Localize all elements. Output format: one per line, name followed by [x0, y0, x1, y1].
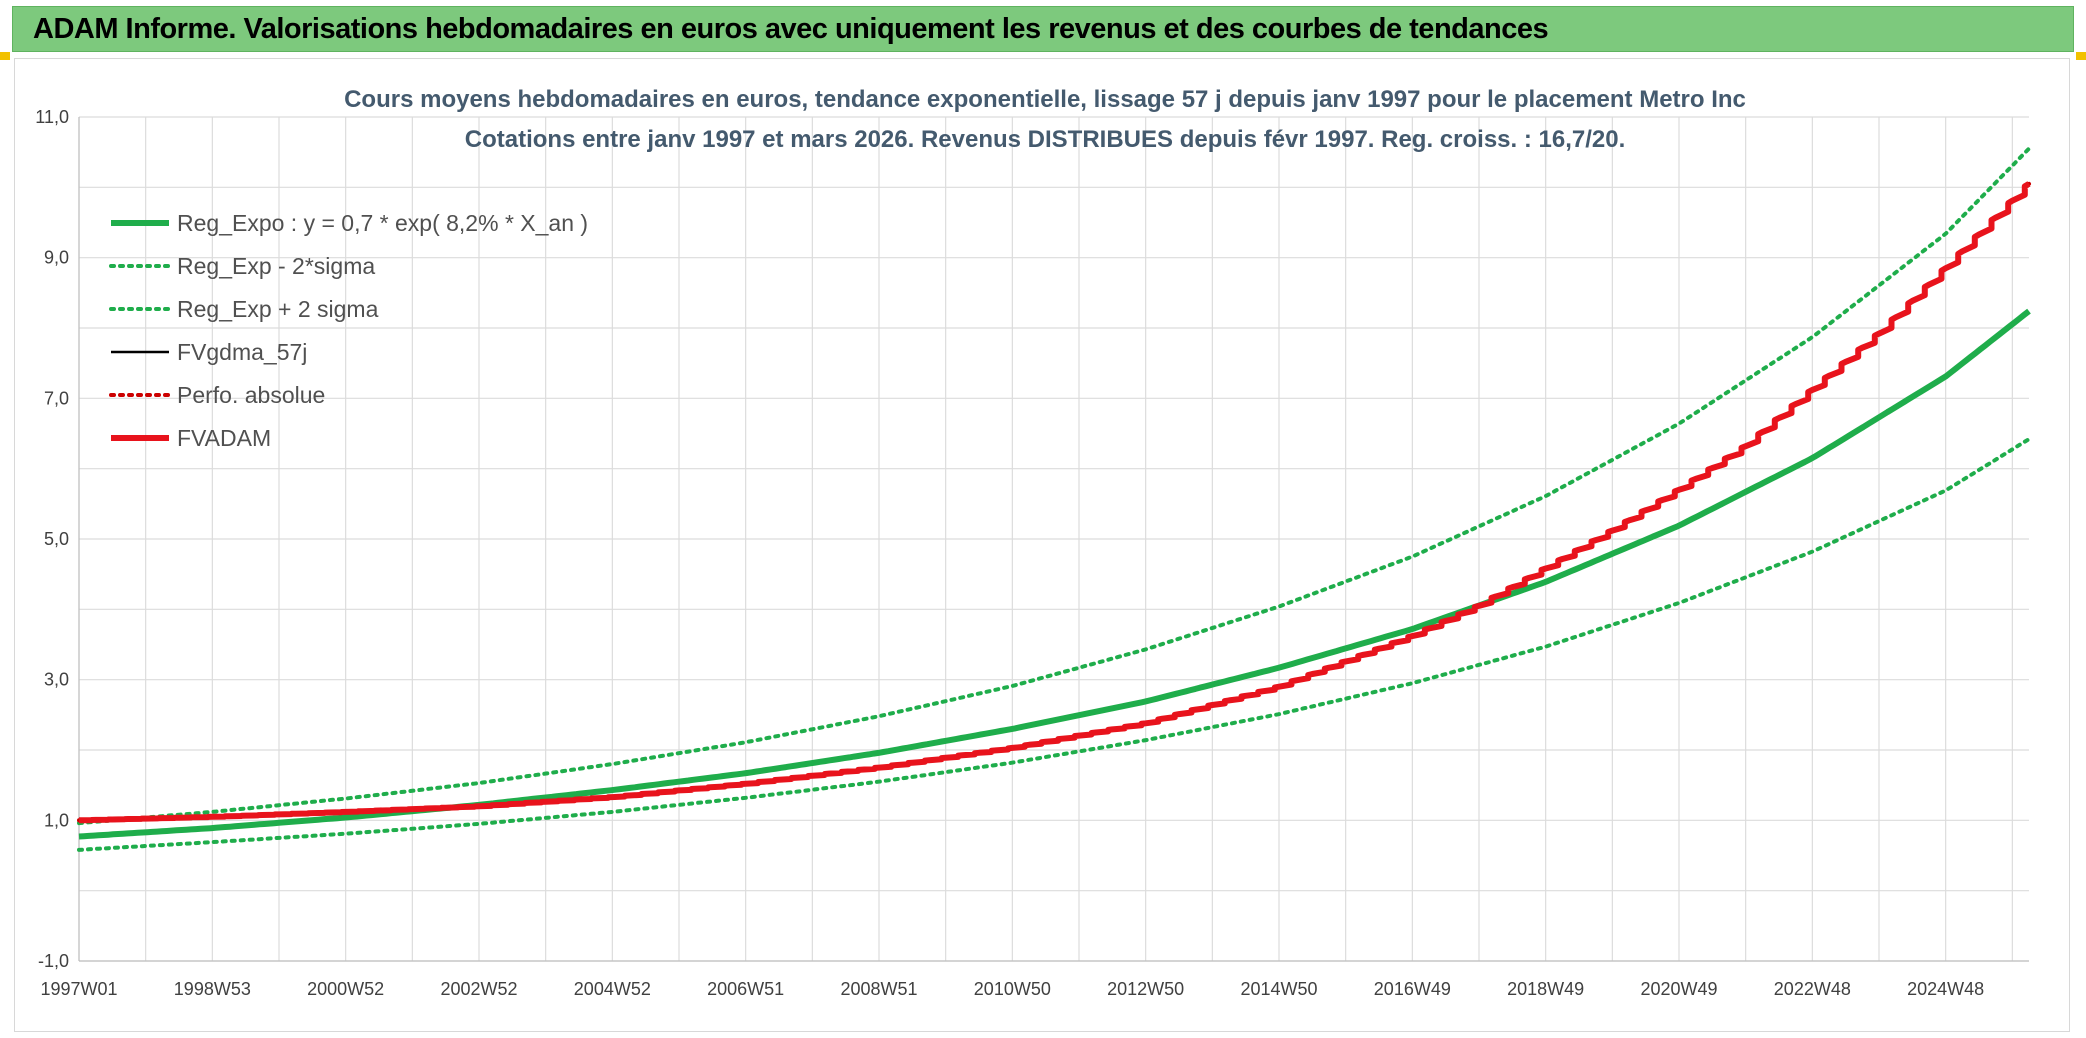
x-tick-label: 2006W51 — [707, 979, 784, 999]
corner-mark-right — [2076, 52, 2086, 60]
x-tick-label: 2000W52 — [307, 979, 384, 999]
chart-title-line: Cours moyens hebdomadaires en euros, ten… — [344, 86, 1746, 113]
x-tick-label: 2008W51 — [840, 979, 917, 999]
x-tick-label: 1998W53 — [174, 979, 251, 999]
y-tick-label: 5,0 — [44, 529, 69, 549]
y-tick-label: 1,0 — [44, 810, 69, 830]
series-line — [78, 308, 2031, 840]
chart-title-line: Cotations entre janv 1997 et mars 2026. … — [465, 126, 1626, 153]
chart-area: -1,0 1,0 3,0 5,0 7,0 9,0 11,0 1997W01 1998W53 20… — [14, 58, 2070, 1032]
legend-label: Perfo. absolue — [177, 382, 325, 408]
x-tick-label: 2016W49 — [1374, 979, 1451, 999]
y-axis: -1,0 1,0 3,0 5,0 7,0 9,0 11,0 — [35, 107, 69, 971]
y-tick-label: 11,0 — [35, 107, 69, 127]
series-line — [77, 146, 2031, 826]
x-tick-label: 2014W50 — [1240, 979, 1317, 999]
series-line — [78, 181, 2031, 824]
y-tick-label: 7,0 — [44, 388, 69, 408]
series-line — [77, 437, 2031, 852]
corner-mark-left — [0, 52, 10, 60]
legend-label: Reg_Exp - 2*sigma — [177, 253, 375, 279]
x-tick-label: 2020W49 — [1640, 979, 1717, 999]
x-tick-label: 2018W49 — [1507, 979, 1584, 999]
x-axis: 1997W01 1998W53 2000W52 2002W52 2004W52 2006W… — [40, 979, 1984, 999]
series-line — [78, 182, 2030, 822]
series-line — [77, 181, 2031, 823]
report-title: ADAM Informe. Valorisations hebdomadaire… — [33, 12, 1549, 45]
legend-label: FVgdma_57j — [177, 339, 307, 365]
y-tick-label: -1,0 — [38, 951, 69, 971]
x-tick-label: 2022W48 — [1774, 979, 1851, 999]
series-lines — [77, 146, 2031, 852]
x-tick-label: 2024W48 — [1907, 979, 1984, 999]
legend-label: FVADAM — [177, 425, 271, 451]
chart-title: Cours moyens hebdomadaires en euros, ten… — [344, 86, 1746, 153]
report-banner: ADAM Informe. Valorisations hebdomadaire… — [12, 6, 2074, 52]
legend-label: Reg_Expo : y = 0,7 * exp( 8,2% * X_an ) — [177, 210, 588, 236]
x-tick-label: 2002W52 — [440, 979, 517, 999]
legend: Reg_Expo : y = 0,7 * exp( 8,2% * X_an ) R… — [109, 210, 588, 451]
x-tick-label: 2012W50 — [1107, 979, 1184, 999]
legend-label: Reg_Exp + 2 sigma — [177, 296, 379, 322]
x-tick-label: 2004W52 — [574, 979, 651, 999]
x-tick-label: 1997W01 — [40, 979, 117, 999]
grid — [78, 116, 2029, 962]
y-tick-label: 3,0 — [44, 670, 69, 690]
x-tick-label: 2010W50 — [974, 979, 1051, 999]
y-tick-label: 9,0 — [44, 248, 69, 268]
line-chart: -1,0 1,0 3,0 5,0 7,0 9,0 11,0 1997W01 1998W53 20… — [35, 86, 2031, 999]
